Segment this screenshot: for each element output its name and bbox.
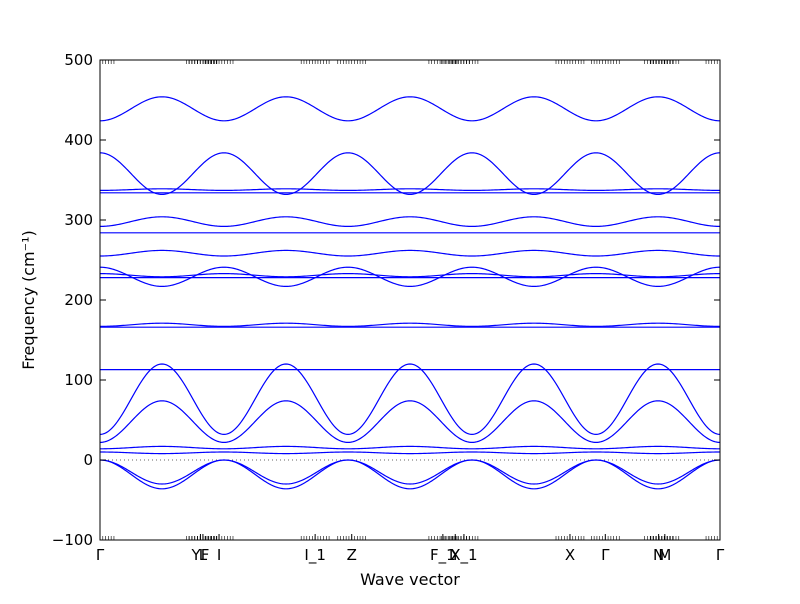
x-tick-layer: Γ YFL I I_1 Z F_1YX_1 X Γ NM Γ bbox=[96, 534, 725, 565]
y-tick-label: 500 bbox=[64, 51, 93, 69]
band-line-8 bbox=[99, 266, 721, 288]
x-tick-label: I_1 bbox=[304, 546, 325, 565]
y-tick-label: 400 bbox=[64, 131, 93, 149]
y-tick-label: 0 bbox=[83, 451, 93, 469]
band-line-9 bbox=[100, 273, 720, 278]
x-tick-label: M bbox=[658, 546, 671, 564]
y-tick-label: 100 bbox=[64, 371, 93, 389]
band-line-2 bbox=[99, 152, 721, 196]
x-axis-label: Wave vector bbox=[360, 570, 460, 589]
y-tick-layer: −100 0 100 200 300 400 500 bbox=[52, 51, 720, 549]
x-tick-label: L bbox=[199, 546, 208, 564]
series-layer bbox=[99, 96, 721, 490]
x-tick-label: YF bbox=[191, 546, 210, 564]
x-tick-label: Y bbox=[450, 546, 461, 564]
band-line-17 bbox=[100, 451, 720, 455]
x-tick-label: Γ bbox=[96, 546, 105, 564]
band-line-15 bbox=[99, 400, 721, 444]
band-line-5 bbox=[99, 216, 721, 228]
x-tick-label: X bbox=[565, 546, 575, 564]
band-line-19 bbox=[99, 459, 721, 490]
y-tick-label: −100 bbox=[52, 531, 93, 549]
band-line-16 bbox=[100, 445, 720, 450]
band-line-14 bbox=[99, 363, 721, 436]
x-tick-label: Γ bbox=[716, 546, 725, 564]
y-tick-label: 300 bbox=[64, 211, 93, 229]
band-line-18 bbox=[99, 459, 721, 485]
y-axis-label: Frequency (cm⁻¹) bbox=[19, 230, 38, 369]
band-line-7 bbox=[99, 249, 721, 257]
band-line-11 bbox=[100, 322, 720, 327]
plot-frame bbox=[99, 59, 721, 541]
band-line-1 bbox=[99, 96, 721, 122]
x-tick-label: Z bbox=[347, 546, 357, 564]
band-line-3 bbox=[100, 188, 720, 191]
x-tick-label: I bbox=[217, 546, 221, 564]
x-tick-label: Γ bbox=[601, 546, 610, 564]
x-tick-label: X_1 bbox=[450, 546, 477, 565]
x-tick-label: F_1 bbox=[430, 546, 456, 565]
minor-tick-layer bbox=[99, 60, 721, 540]
y-tick-label: 200 bbox=[64, 291, 93, 309]
x-tick-label: N bbox=[653, 546, 664, 564]
